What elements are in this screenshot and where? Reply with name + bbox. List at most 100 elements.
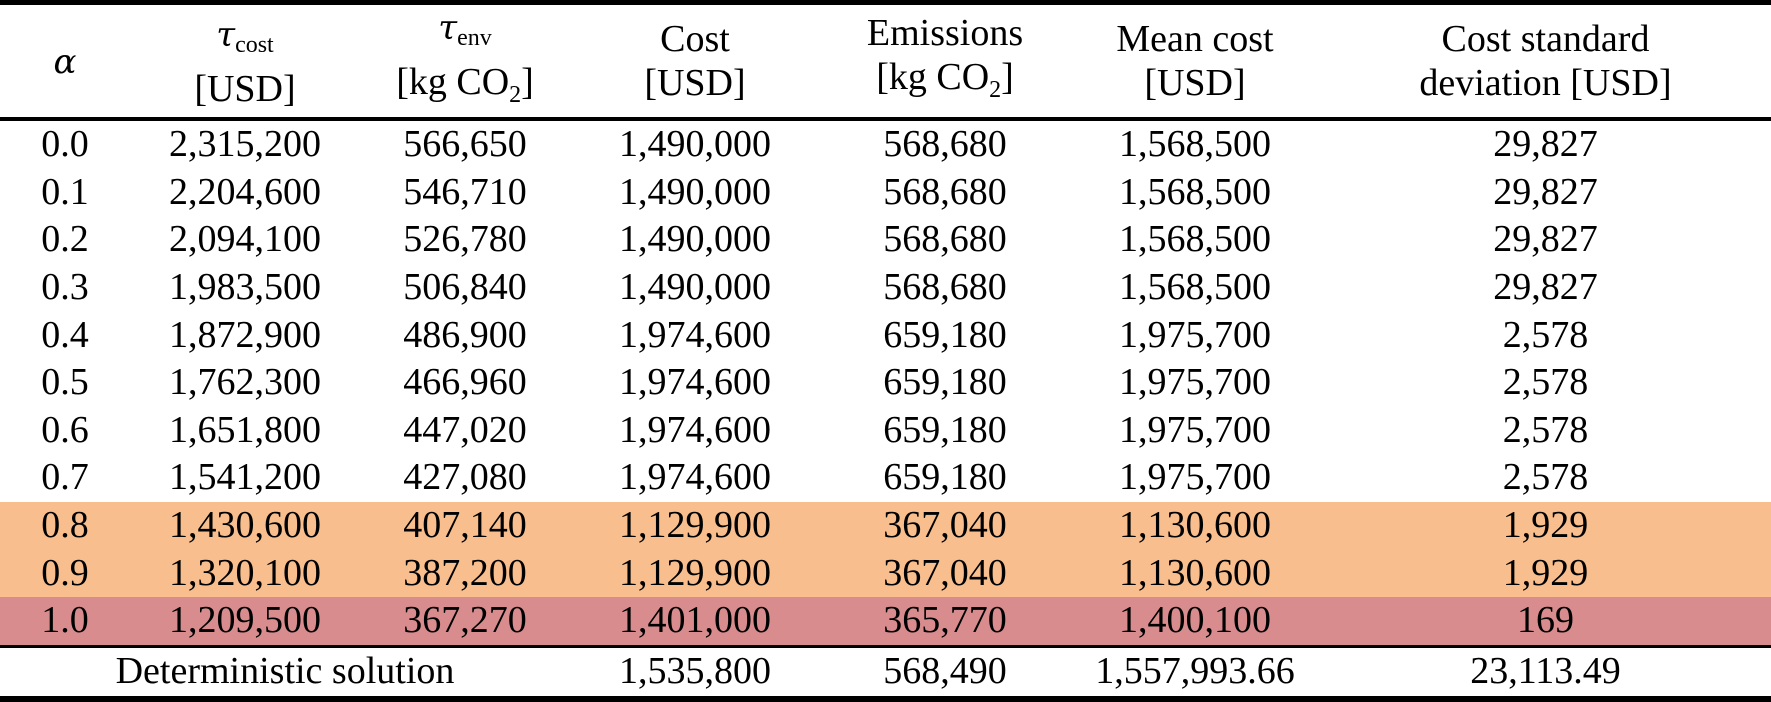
- cell-std: 29,827: [1493, 123, 1598, 166]
- header-tau-env: τenv [kg CO2]: [360, 0, 570, 121]
- alpha-symbol: α: [53, 41, 77, 82]
- cell-emissions: 568,680: [883, 123, 1007, 166]
- table-row: 0.7 1,541,200 427,080 1,974,600 659,180 …: [0, 454, 1771, 502]
- table-row: 0.1 2,204,600 546,710 1,490,000 568,680 …: [0, 169, 1771, 217]
- emissions-unit-pre: [kg CO: [876, 55, 990, 98]
- cell-tau-env: 466,960: [403, 361, 527, 404]
- table-row-highlighted-best: 1.0 1,209,500 367,270 1,401,000 365,770 …: [0, 596, 1771, 647]
- cell-tau-cost: 2,094,100: [169, 218, 321, 261]
- cell-tau-cost: 2,204,600: [169, 170, 321, 213]
- cell-alpha: 0.4: [41, 313, 89, 356]
- cell-tau-env: 526,780: [403, 218, 527, 261]
- cell-tau-env: 407,140: [360, 501, 570, 550]
- cell-tau-env: 486,900: [403, 313, 527, 356]
- cell-std: 2,578: [1502, 408, 1589, 451]
- cell-tau-env: 367,270: [360, 596, 570, 647]
- tau-env-unit-post: ]: [521, 61, 534, 103]
- cell-tau-cost: 1,651,800: [169, 408, 321, 451]
- cell-tau-env: 427,080: [403, 456, 527, 499]
- cell-cost: 1,974,600: [619, 456, 771, 499]
- cell-cost: 1,490,000: [619, 266, 771, 309]
- cost-line2: [USD]: [644, 62, 746, 104]
- cell-tau-cost: 1,430,600: [130, 501, 360, 550]
- table-row: 0.2 2,094,100 526,780 1,490,000 568,680 …: [0, 216, 1771, 264]
- cell-mean-cost: 1,130,600: [1070, 549, 1320, 597]
- header-row: α τcost [USD] τenv [kg CO2] Cost [USD] E…: [0, 0, 1771, 121]
- table-row: 0.5 1,762,300 466,960 1,974,600 659,180 …: [0, 359, 1771, 407]
- cell-mean-cost: 1,568,500: [1119, 266, 1271, 309]
- cell-mean-cost: 1,130,600: [1070, 501, 1320, 550]
- cell-cost: 1,129,900: [570, 501, 820, 550]
- table-row-highlighted: 0.9 1,320,100 387,200 1,129,900 367,040 …: [0, 549, 1771, 597]
- cell-tau-cost: 1,983,500: [169, 266, 321, 309]
- cell-tau-cost: 2,315,200: [169, 123, 321, 166]
- cell-alpha: 0.3: [41, 266, 89, 309]
- header-mean-cost: Mean cost [USD]: [1070, 0, 1320, 121]
- cell-alpha: 1.0: [0, 596, 130, 647]
- cell-mean-cost: 1,568,500: [1119, 123, 1271, 166]
- cell-emissions: 659,180: [883, 408, 1007, 451]
- cell-tau-cost: 1,762,300: [169, 361, 321, 404]
- mean-cost-line1: Mean cost: [1116, 18, 1274, 60]
- cell-tau-env: 506,840: [403, 266, 527, 309]
- cell-alpha: 0.6: [41, 408, 89, 451]
- cell-std: 2,578: [1502, 313, 1589, 356]
- cell-mean-cost: 1,975,700: [1119, 313, 1271, 356]
- cell-tau-env: 447,020: [403, 408, 527, 451]
- cell-tau-cost: 1,541,200: [169, 456, 321, 499]
- cost-std-line2: deviation [USD]: [1419, 62, 1672, 104]
- tau-cost-symbol: τ: [216, 14, 236, 55]
- header-alpha: α: [0, 0, 130, 121]
- cell-mean-cost: 1,568,500: [1119, 170, 1271, 213]
- cell-cost: 1,490,000: [619, 170, 771, 213]
- tau-env-subscript: env: [457, 25, 492, 51]
- cell-std: 29,827: [1493, 266, 1598, 309]
- cell-std: 169: [1320, 596, 1771, 647]
- table-row: 0.6 1,651,800 447,020 1,974,600 659,180 …: [0, 407, 1771, 455]
- cell-mean-cost: 1,975,700: [1119, 408, 1271, 451]
- cell-cost: 1,129,900: [570, 549, 820, 597]
- table-body: 0.0 2,315,200 566,650 1,490,000 568,680 …: [0, 119, 1771, 702]
- header-emissions: Emissions [kg CO2]: [820, 0, 1070, 121]
- tau-env-unit-pre: [kg CO: [396, 61, 510, 103]
- cell-mean-cost: 1,568,500: [1119, 218, 1271, 261]
- cell-alpha: 0.1: [41, 170, 89, 213]
- emissions-unit-post: ]: [1001, 55, 1014, 98]
- table-row-highlighted: 0.8 1,430,600 407,140 1,129,900 367,040 …: [0, 501, 1771, 550]
- cell-tau-env: 546,710: [403, 170, 527, 213]
- cell-cost: 1,490,000: [619, 218, 771, 261]
- cell-tau-cost: 1,209,500: [130, 596, 360, 647]
- cell-emissions: 659,180: [883, 456, 1007, 499]
- cell-cost: 1,401,000: [570, 596, 820, 647]
- cell-emissions: 659,180: [883, 361, 1007, 404]
- table-row: 0.3 1,983,500 506,840 1,490,000 568,680 …: [0, 264, 1771, 312]
- cell-emissions: 568,680: [883, 218, 1007, 261]
- cell-mean-cost: 1,975,700: [1119, 456, 1271, 499]
- header-cost-std: Cost standard deviation [USD]: [1320, 0, 1771, 121]
- cell-emissions: 365,770: [820, 596, 1070, 647]
- cell-mean-cost: 1,975,700: [1119, 361, 1271, 404]
- tau-env-symbol: τ: [438, 8, 458, 48]
- mean-cost-line2: [USD]: [1144, 62, 1246, 104]
- emissions-line1: Emissions: [866, 11, 1024, 54]
- cell-alpha: 0.2: [41, 218, 89, 261]
- cell-alpha: 0.5: [41, 361, 89, 404]
- cell-emissions: 367,040: [820, 501, 1070, 550]
- cell-alpha: 0.9: [0, 549, 130, 597]
- cell-alpha: 0.7: [41, 456, 89, 499]
- table-row: 0.4 1,872,900 486,900 1,974,600 659,180 …: [0, 311, 1771, 359]
- tau-env-unit-sub: 2: [509, 82, 522, 108]
- tau-cost-unit: [USD]: [194, 67, 296, 110]
- cost-std-line1: Cost standard: [1441, 18, 1650, 60]
- cell-emissions: 367,040: [820, 549, 1070, 597]
- cell-tau-env: 566,650: [403, 123, 527, 166]
- cell-std: 2,578: [1502, 456, 1589, 499]
- cell-emissions: 659,180: [883, 313, 1007, 356]
- header-cost: Cost [USD]: [570, 0, 820, 121]
- emissions-unit-sub: 2: [989, 76, 1002, 103]
- cell-emissions: 568,680: [883, 266, 1007, 309]
- cell-std: 2,578: [1502, 361, 1589, 404]
- cell-tau-cost: 1,320,100: [130, 549, 360, 597]
